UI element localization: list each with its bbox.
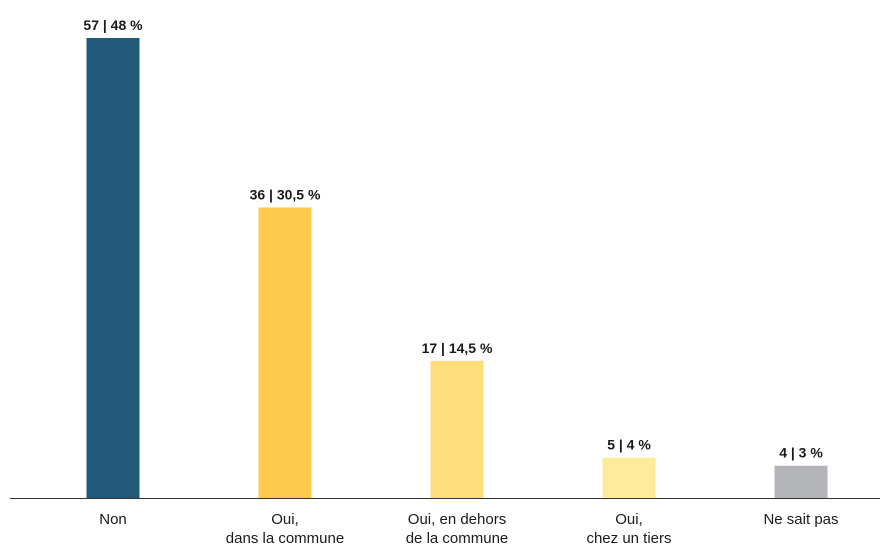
category-label-3-line-2: de la commune: [406, 530, 509, 546]
category-label-4-line-2: chez un tiers: [586, 530, 671, 546]
category-label-5: Ne sait pas: [763, 511, 838, 528]
category-label-1: Non: [99, 511, 127, 528]
bar-1: [86, 38, 140, 498]
category-label-3-line-1: Oui, en dehors: [408, 511, 506, 528]
category-label-2-line-1: Oui,: [271, 511, 299, 528]
data-label-2: 36 | 30,5 %: [250, 186, 321, 202]
bar-4: [602, 457, 656, 498]
category-label-2-line-2: dans la commune: [226, 530, 344, 546]
data-label-3: 17 | 14,5 %: [422, 340, 493, 356]
data-label-5: 4 | 3 %: [779, 445, 823, 461]
data-label-4: 5 | 4 %: [607, 437, 651, 453]
data-label-1: 57 | 48 %: [83, 17, 143, 33]
bar-2: [258, 207, 312, 498]
bar-3: [430, 360, 484, 498]
category-label-4-line-1: Oui,: [615, 511, 643, 528]
bar-5: [774, 465, 828, 498]
